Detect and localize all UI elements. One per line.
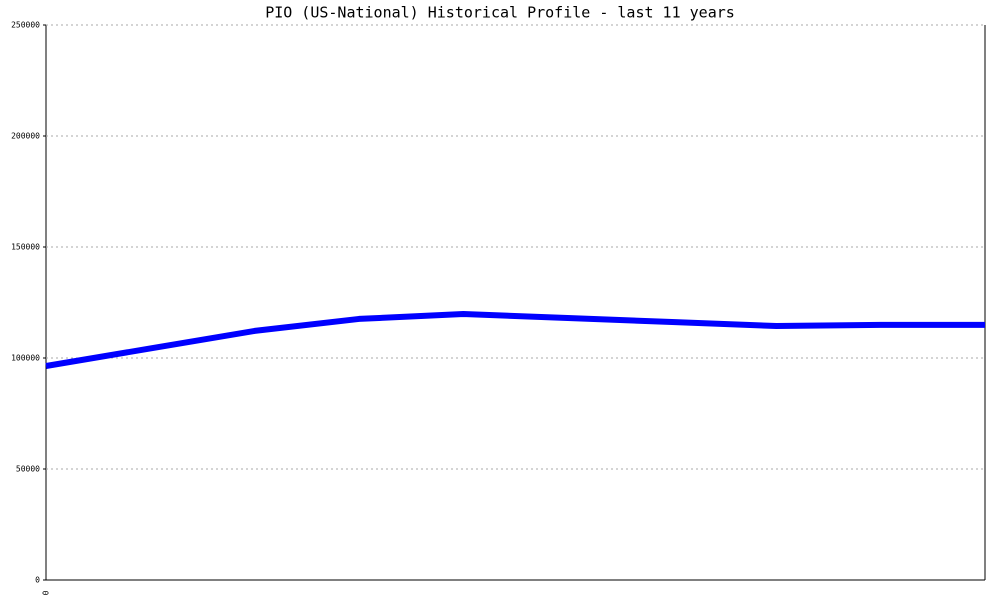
y-tick-label: 250000 (11, 21, 40, 30)
y-tick-label: 50000 (16, 465, 40, 474)
y-tick-label: 150000 (11, 243, 40, 252)
y-tick-label: 0 (35, 576, 40, 585)
x-tick-label: 0 (42, 590, 51, 595)
data-line (45, 311, 985, 369)
y-tick-label: 200000 (11, 132, 40, 141)
y-tick-label: 100000 (11, 354, 40, 363)
chart-title: PIO (US-National) Historical Profile - l… (265, 4, 735, 22)
